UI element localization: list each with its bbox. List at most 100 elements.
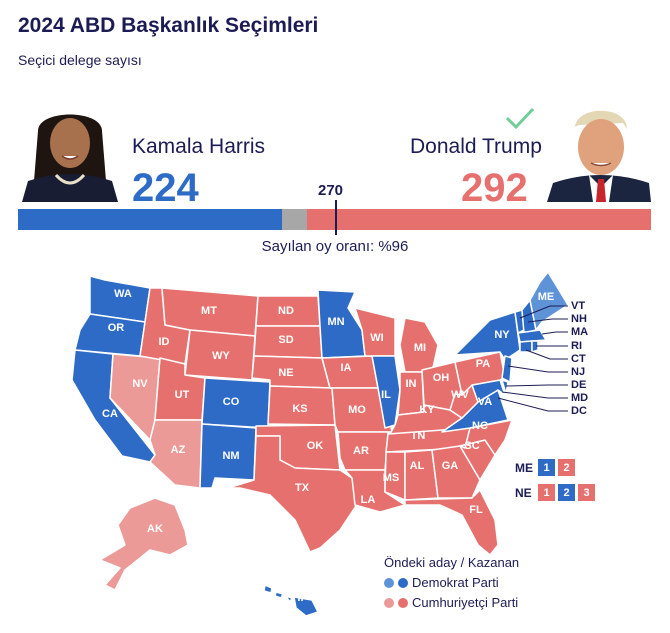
label-nh: NH xyxy=(571,313,587,325)
dem-winner-swatch xyxy=(398,577,408,588)
uncalled-bar-segment xyxy=(281,209,308,230)
label-wv: WV xyxy=(451,389,469,401)
label-ny: NY xyxy=(494,329,510,341)
label-ok: OK xyxy=(307,440,324,452)
label-vt: VT xyxy=(571,300,585,312)
label-ar: AR xyxy=(353,445,369,457)
label-me: ME xyxy=(538,291,555,303)
reported-percentage: Sayılan oy oranı: %96 xyxy=(261,238,409,255)
state-ga xyxy=(431,445,481,499)
harris-name: Kamala Harris xyxy=(132,135,266,158)
label-ma: MA xyxy=(571,326,588,338)
democrat-bar-segment xyxy=(18,209,282,230)
label-mn: MN xyxy=(327,316,344,328)
label-ak: AK xyxy=(147,523,163,535)
us-election-map: WA OR CA NV ID MT WY UT AZ CO NM ND SD N… xyxy=(71,271,588,617)
state-ak xyxy=(99,497,189,591)
label-or: OR xyxy=(108,322,125,334)
small-state-leaders xyxy=(497,305,568,412)
page-subtitle: Seçici delege sayısı xyxy=(18,52,142,68)
nebraska-district-1: 1 xyxy=(538,484,555,501)
label-nc: NC xyxy=(472,420,488,432)
label-de: DE xyxy=(571,379,586,391)
label-ky: KY xyxy=(419,404,435,416)
maine-district-1: 1 xyxy=(538,459,555,476)
label-va: VA xyxy=(478,396,493,408)
label-ca: CA xyxy=(102,408,118,420)
state-hi xyxy=(263,584,319,617)
maine-districts: ME 1 2 xyxy=(515,459,575,476)
label-ks: KS xyxy=(292,403,307,415)
trump-name: Donald Trump xyxy=(410,135,542,158)
label-co: CO xyxy=(223,396,240,408)
label-al: AL xyxy=(410,460,425,472)
label-ms: MS xyxy=(383,472,400,484)
nebraska-district-3: 3 xyxy=(578,484,595,501)
trump-votes: 292 xyxy=(461,166,528,210)
label-pa: PA xyxy=(476,358,491,370)
electoral-vote-bar xyxy=(18,209,651,230)
state-ma xyxy=(517,329,547,343)
label-oh: OH xyxy=(433,372,450,384)
legend-democrat: Demokrat Parti xyxy=(384,575,519,590)
nebraska-district-2: 2 xyxy=(558,484,575,501)
state-fl xyxy=(404,489,499,556)
label-ne: NE xyxy=(278,367,293,379)
label-sc: SC xyxy=(464,440,479,452)
harris-votes: 224 xyxy=(132,166,199,210)
label-la: LA xyxy=(361,494,376,506)
state-tx xyxy=(227,435,361,553)
label-az: AZ xyxy=(171,444,186,456)
state-ri xyxy=(531,340,539,353)
map-legend: Öndeki aday / Kazanan Demokrat Parti Cum… xyxy=(384,555,519,610)
label-nm: NM xyxy=(222,450,239,462)
label-sd: SD xyxy=(278,334,293,346)
threshold-marker xyxy=(335,200,337,235)
label-hi: HI xyxy=(293,592,304,604)
nebraska-district-label: NE xyxy=(515,485,532,500)
label-md: MD xyxy=(571,392,588,404)
label-nv: NV xyxy=(132,378,148,390)
label-ut: UT xyxy=(175,389,190,401)
label-id: ID xyxy=(159,336,170,348)
legend-democrat-label: Demokrat Parti xyxy=(412,575,499,590)
label-ri: RI xyxy=(571,340,582,352)
maine-district-label: ME xyxy=(515,460,533,475)
page-title: 2024 ABD Başkanlık Seçimleri xyxy=(18,14,319,37)
label-mt: MT xyxy=(201,305,217,317)
state-me xyxy=(529,271,569,331)
label-ia: IA xyxy=(341,362,352,374)
nebraska-districts: NE 1 2 3 xyxy=(515,484,595,501)
republican-bar-segment xyxy=(307,209,651,230)
label-ga: GA xyxy=(442,460,459,472)
state-de xyxy=(501,379,509,395)
rep-leading-swatch xyxy=(384,597,394,608)
trump-photo xyxy=(547,101,651,202)
label-nd: ND xyxy=(278,305,294,317)
label-wi: WI xyxy=(370,332,383,344)
state-nj xyxy=(501,355,513,383)
legend-republican: Cumhuriyetçi Parti xyxy=(384,595,519,610)
winner-check-icon xyxy=(504,106,536,135)
label-wa: WA xyxy=(114,288,132,300)
label-mo: MO xyxy=(348,404,366,416)
label-tn: TN xyxy=(411,430,426,442)
label-il: IL xyxy=(381,389,391,401)
legend-republican-label: Cumhuriyetçi Parti xyxy=(412,595,519,610)
harris-photo xyxy=(18,101,122,202)
dem-leading-swatch xyxy=(384,577,394,588)
state-or xyxy=(74,313,146,357)
state-ny xyxy=(454,311,521,361)
label-ct: CT xyxy=(571,353,586,365)
threshold-label: 270 xyxy=(318,182,344,199)
label-wy: WY xyxy=(212,350,230,362)
state-wy xyxy=(184,329,256,381)
maine-district-2: 2 xyxy=(558,459,575,476)
label-fl: FL xyxy=(469,504,483,516)
legend-title: Öndeki aday / Kazanan xyxy=(384,555,520,570)
label-nj: NJ xyxy=(571,366,585,378)
label-tx: TX xyxy=(295,482,310,494)
rep-winner-swatch xyxy=(398,597,408,608)
label-dc: DC xyxy=(571,405,587,417)
label-mi: MI xyxy=(414,342,426,354)
